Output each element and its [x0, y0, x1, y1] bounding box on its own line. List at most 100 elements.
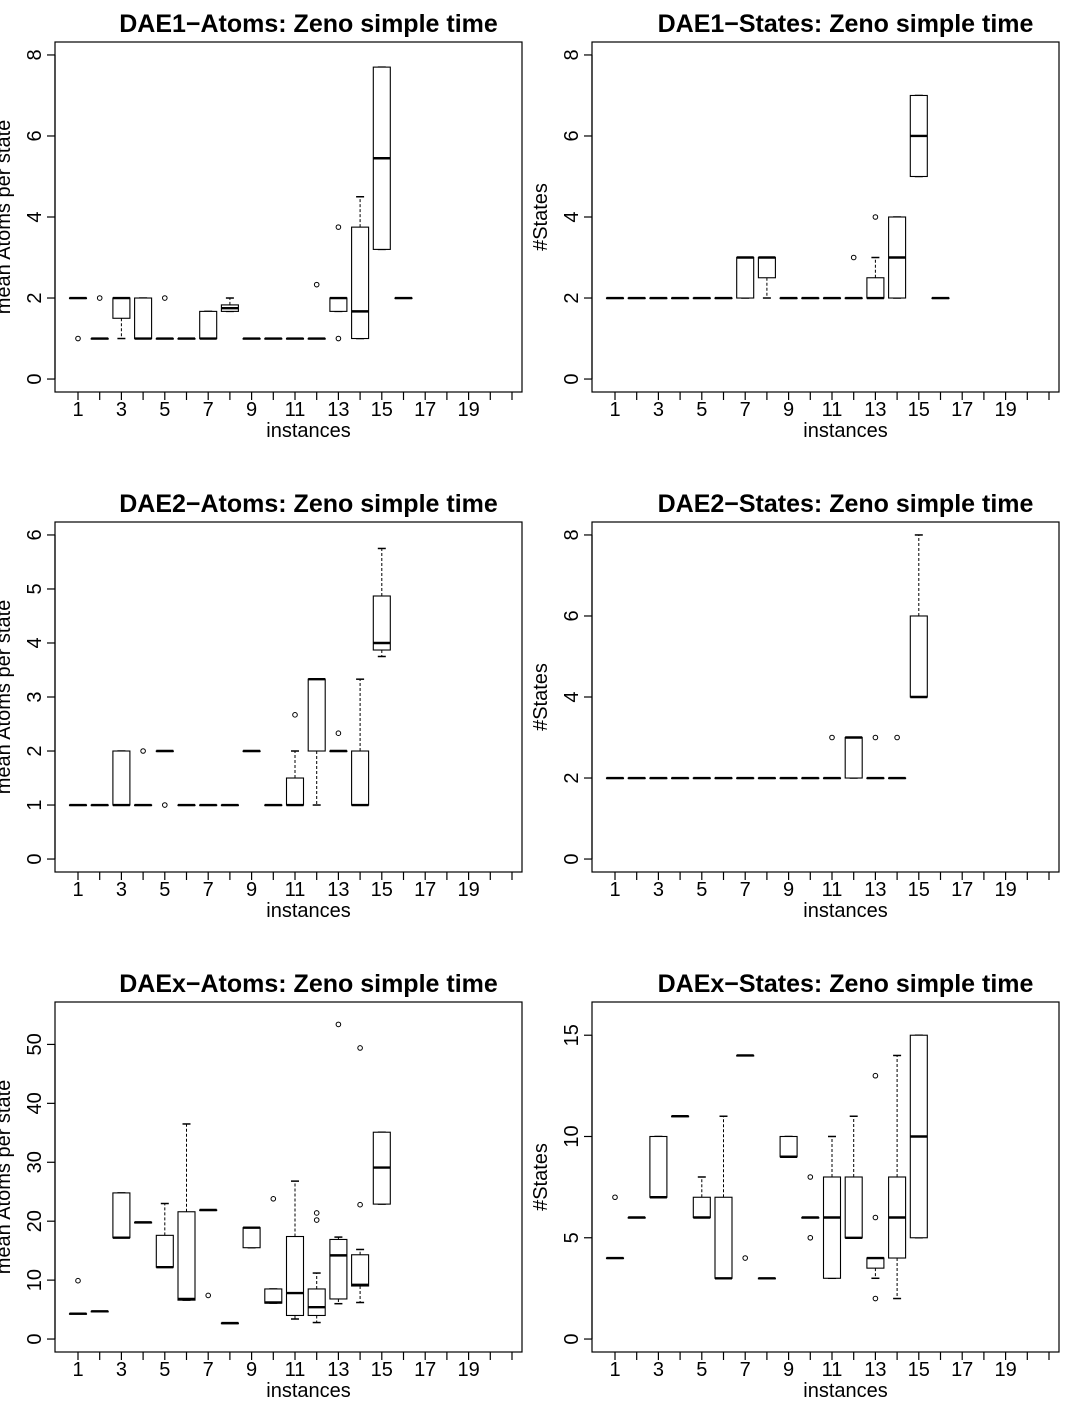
box-instance-8	[220, 803, 239, 807]
box-iqr	[329, 297, 348, 312]
box-instance-7	[736, 256, 755, 299]
box-instance-4	[671, 1115, 690, 1118]
x-tick-label: 17	[951, 399, 973, 421]
plot-frame	[54, 521, 523, 873]
x-tick-label: 15	[371, 399, 393, 421]
box-instance-9	[242, 337, 261, 340]
x-tick-label: 17	[414, 1359, 436, 1381]
x-tick-label: 11	[285, 1359, 306, 1381]
outlier-point	[742, 1255, 748, 1261]
y-tick-label: 15	[561, 1024, 583, 1046]
box-instance-6	[177, 337, 196, 340]
chart-title: DAE2−Atoms: Zeno simple time	[119, 490, 498, 518]
y-tick-label: 8	[561, 49, 583, 60]
y-tick-label: 4	[24, 637, 46, 648]
outlier-point	[270, 1196, 277, 1202]
y-tick-label: 20	[24, 1210, 46, 1232]
y-tick-label: 3	[24, 691, 46, 702]
box-instance-10	[801, 296, 820, 300]
box-instance-1	[68, 296, 88, 342]
y-tick-label: 0	[561, 373, 583, 384]
chart-panel: DAEx−States: Zeno simple time 0 5 10 15 #Stat…	[530, 960, 1074, 1427]
plot-frame	[591, 41, 1060, 393]
box-iqr	[199, 310, 218, 340]
chart-title: DAEx−States: Zeno simple time	[658, 970, 1034, 998]
y-tick-label: 10	[24, 1269, 46, 1291]
y-tick-label: 6	[24, 130, 46, 141]
x-tick-label: 13	[327, 1359, 349, 1381]
box-instance-13	[329, 730, 348, 753]
outlier-point	[872, 1295, 879, 1302]
box-iqr	[844, 1176, 863, 1239]
outlier-point	[292, 712, 298, 718]
box-instance-4	[134, 1221, 153, 1224]
x-tick-label: 1	[72, 879, 83, 901]
chart-svg: DAEx−Atoms: Zeno simple time 0 10 20 30 40 50 m…	[0, 970, 523, 1402]
box-instance-8	[220, 1321, 239, 1325]
outlier-point	[872, 1214, 879, 1221]
box-iqr	[351, 750, 370, 806]
box-instance-9	[242, 749, 261, 753]
y-axis-label: mean Atoms per state	[0, 120, 15, 315]
box-iqr	[307, 1288, 326, 1317]
box-instance-3	[649, 1135, 668, 1199]
x-tick-label: 17	[951, 1359, 973, 1381]
x-tick-label: 3	[653, 399, 664, 421]
box-instance-1	[605, 1194, 625, 1260]
box-instance-11	[285, 1180, 305, 1320]
x-tick-label: 1	[72, 399, 83, 421]
x-tick-label: 15	[908, 879, 930, 901]
x-tick-label: 1	[609, 399, 620, 421]
box-iqr	[736, 256, 755, 299]
box-instance-13	[329, 1021, 348, 1305]
chart-title: DAEx−Atoms: Zeno simple time	[119, 970, 498, 998]
outlier-point	[140, 748, 146, 754]
x-tick-label: 15	[371, 1359, 393, 1381]
y-axis-label: #States	[530, 1143, 552, 1211]
outlier-point	[807, 1174, 814, 1180]
y-tick-label: 0	[24, 853, 46, 864]
box-instance-11	[822, 296, 842, 300]
x-tick-label: 9	[246, 1359, 257, 1381]
box-instance-13	[866, 214, 885, 300]
chart-svg: DAE1−States: Zeno simple time 0 2 4 6 8 #State…	[530, 10, 1060, 442]
outlier-point	[313, 1210, 320, 1216]
x-axis-label: instances	[266, 420, 351, 442]
x-tick-label: 7	[740, 1359, 751, 1381]
box-instance-5	[692, 776, 711, 780]
box-instance-5	[692, 296, 711, 300]
box-instance-8	[220, 297, 239, 313]
x-tick-label: 11	[285, 879, 306, 901]
box-instance-12	[844, 254, 863, 300]
box-instance-2	[627, 296, 646, 300]
box-instance-15	[372, 1131, 391, 1205]
box-iqr	[177, 1211, 196, 1301]
box-instance-9	[779, 776, 798, 780]
box-iqr	[264, 1288, 283, 1304]
box-iqr	[909, 615, 928, 698]
box-instance-3	[649, 296, 668, 300]
x-tick-label: 19	[457, 1359, 479, 1381]
x-tick-label: 19	[457, 399, 479, 421]
box-instance-1	[605, 296, 625, 300]
outlier-point	[335, 224, 342, 230]
box-iqr	[714, 1196, 733, 1279]
chart-title: DAE1−States: Zeno simple time	[658, 10, 1034, 38]
plot-frame	[591, 521, 1060, 873]
box-instance-6	[177, 803, 196, 807]
y-tick-label: 2	[561, 772, 583, 783]
box-instance-16	[931, 296, 950, 300]
x-tick-label: 13	[327, 879, 349, 901]
y-tick-label: 50	[24, 1033, 46, 1055]
box-iqr	[112, 297, 131, 319]
box-iqr	[692, 1196, 711, 1219]
x-tick-label: 15	[908, 1359, 930, 1381]
box-instance-4	[671, 296, 690, 300]
x-tick-label: 17	[414, 879, 436, 901]
x-tick-label: 19	[994, 399, 1016, 421]
x-tick-label: 3	[653, 1359, 664, 1381]
box-instance-12	[307, 281, 326, 340]
chart-title: DAE2−States: Zeno simple time	[658, 490, 1034, 518]
x-tick-label: 11	[822, 1359, 843, 1381]
box-instance-14	[888, 216, 907, 299]
